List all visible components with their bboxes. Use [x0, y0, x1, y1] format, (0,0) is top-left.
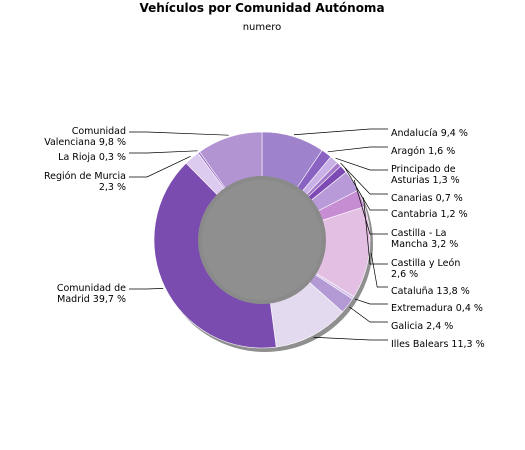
- label-illes-balears: Illes Balears 11,3 %: [391, 339, 485, 350]
- leader-line-galicia: [349, 306, 388, 323]
- label-extremadura: Extremadura 0,4 %: [391, 303, 483, 314]
- leader-line-comunidad-de-madrid: [129, 288, 164, 290]
- leader-line-cantabria: [344, 167, 388, 211]
- label-cataluna: Cataluña 13,8 %: [391, 286, 470, 297]
- label-castilla-y-leon-line2: 2,6 %: [391, 269, 418, 280]
- leader-line-canarias: [340, 162, 388, 195]
- leader-line-aragon: [327, 146, 388, 153]
- label-galicia: Galicia 2,4 %: [391, 321, 453, 332]
- donut-hole-edge: [198, 176, 326, 304]
- label-cantabria: Cantabria 1,2 %: [391, 209, 468, 220]
- label-castilla-la-mancha-line2: Mancha 3,2 %: [391, 239, 458, 250]
- label-castilla-la-mancha-line1: Castilla - La: [391, 228, 446, 239]
- label-region-de-murcia-line2: 2,3 %: [99, 182, 126, 193]
- label-comunidad-de-madrid-line1: Comunidad de: [57, 283, 126, 294]
- label-aragon: Aragón 1,6 %: [391, 146, 455, 157]
- leader-line-region-de-murcia: [129, 156, 191, 178]
- label-canarias: Canarias 0,7 %: [391, 193, 463, 204]
- leader-line-andalucia: [293, 128, 388, 136]
- chart-subtitle: numero: [243, 22, 282, 33]
- leader-line-illes-balears: [313, 336, 388, 341]
- leader-line-la-rioja: [129, 150, 198, 154]
- label-andalucia: Andalucía 9,4 %: [391, 128, 468, 139]
- label-comunidad-de-madrid-line2: Madrid 39,7 %: [57, 294, 126, 305]
- label-comunidad-valenciana-line1: Comunidad: [72, 126, 126, 137]
- label-castilla-y-leon-line1: Castilla y León: [391, 258, 460, 269]
- label-principado-de-asturias-line1: Principado de: [391, 164, 456, 175]
- leader-line-comunidad-valenciana: [129, 131, 229, 136]
- leader-line-extremadura: [354, 298, 388, 305]
- leader-line-cataluna: [370, 253, 388, 288]
- leader-line-castilla-la-mancha: [353, 179, 388, 235]
- label-region-de-murcia-line1: Región de Murcia: [44, 171, 126, 182]
- label-principado-de-asturias-line2: Asturias 1,3 %: [391, 175, 460, 186]
- leader-line-principado-de-asturias: [335, 157, 388, 171]
- label-la-rioja: La Rioja 0,3 %: [58, 152, 126, 163]
- leader-line-castilla-y-leon: [363, 197, 388, 265]
- label-comunidad-valenciana-line2: Valenciana 9,8 %: [44, 137, 126, 148]
- chart-title: Vehículos por Comunidad Autónoma: [139, 1, 384, 15]
